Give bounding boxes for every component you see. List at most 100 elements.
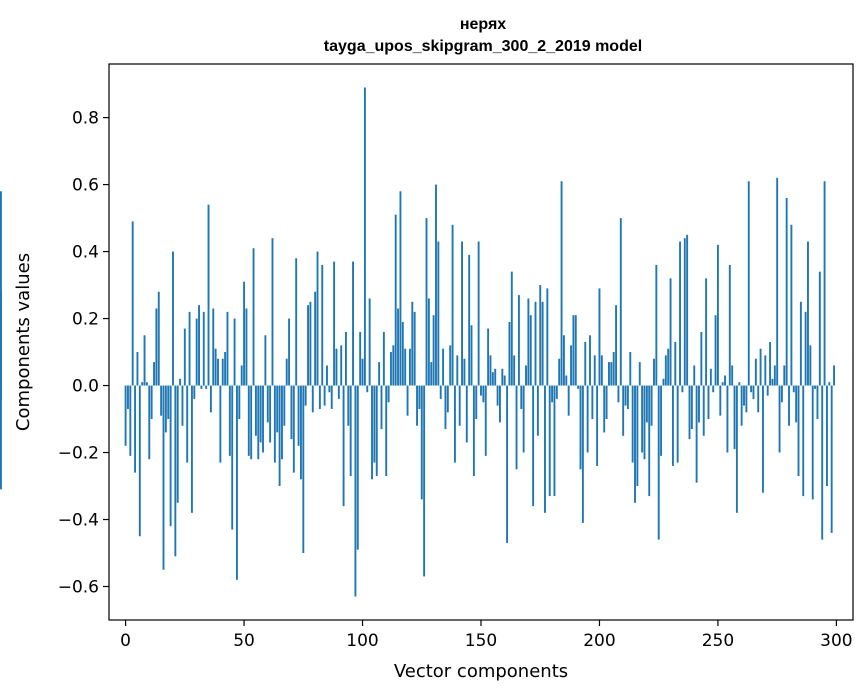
bar-128 [427, 298, 430, 386]
bar-60 [266, 385, 269, 423]
chart-title: неряx [460, 16, 506, 33]
bar-108 [380, 385, 383, 430]
bar-278 [783, 365, 786, 386]
bar-37 [212, 308, 215, 386]
bar-116 [399, 191, 402, 386]
bar-270 [764, 355, 767, 386]
bar-29 [193, 385, 196, 399]
bar-34 [205, 385, 208, 389]
bar-216 [636, 385, 639, 487]
bar-258 [735, 385, 738, 513]
bar-65 [278, 385, 281, 487]
bar-111 [387, 385, 390, 403]
bar-240 [693, 365, 696, 386]
bar-1 [127, 385, 129, 409]
bar-295 [823, 181, 826, 386]
bar-291 [814, 385, 817, 389]
bar-224 [655, 264, 658, 386]
bar-279 [785, 197, 788, 386]
bar-32 [200, 385, 203, 389]
bar-31 [198, 305, 200, 386]
bar-177 [544, 385, 546, 513]
bar-151 [482, 385, 485, 403]
y-tick-label: 0.0 [72, 377, 99, 397]
bar-269 [762, 385, 764, 493]
bar-170 [527, 298, 530, 386]
bar-134 [442, 348, 445, 386]
bar-213 [629, 352, 632, 386]
bar-184 [560, 181, 563, 386]
y-tick-label: 0.4 [72, 243, 99, 263]
bar-256 [731, 365, 734, 386]
x-tick-label: 100 [346, 631, 378, 651]
bar-217 [638, 362, 641, 386]
bar-23 [179, 378, 182, 386]
bar-18 [167, 385, 170, 420]
bar-72 [295, 258, 298, 386]
bar-181 [553, 385, 556, 497]
bar-35 [207, 204, 210, 386]
bar-180 [551, 385, 554, 403]
y-axis-ticks: −0.6 −0.4 −0.2 0.0 0.2 0.4 0.6 0.8 [58, 109, 109, 598]
bar-169 [525, 365, 527, 386]
bar-179 [548, 385, 551, 497]
bar-141 [458, 385, 461, 426]
bar-39 [217, 358, 219, 386]
bar-28 [190, 385, 193, 513]
bar-227 [662, 378, 665, 386]
bar-284 [797, 385, 800, 476]
bar-106 [375, 385, 378, 476]
bar-204 [608, 362, 610, 386]
bar-45 [231, 385, 234, 530]
bar-14 [157, 291, 160, 386]
bar-243 [700, 331, 703, 386]
bar-178 [546, 288, 549, 386]
bar-260 [740, 385, 743, 426]
bar-70 [290, 385, 293, 440]
bar-undefined [0, 345, 2, 386]
bar-33 [202, 311, 205, 386]
bar-211 [624, 385, 627, 406]
bar-166 [517, 295, 520, 386]
bar-8 [143, 335, 146, 386]
bar-292 [816, 385, 819, 420]
bar-77 [307, 305, 309, 386]
bar-25 [183, 328, 186, 386]
y-tick-label: 0.6 [72, 176, 99, 196]
bar-118 [404, 348, 407, 386]
bar-212 [626, 385, 629, 409]
bar-series [0, 87, 835, 597]
bar-192 [579, 385, 582, 470]
bar-133 [439, 385, 442, 399]
bar-272 [769, 342, 772, 386]
bar-49 [240, 365, 243, 386]
bar-262 [745, 385, 748, 413]
bar-203 [605, 385, 608, 420]
bar-294 [821, 385, 824, 540]
bar-197 [591, 385, 594, 420]
bar-2 [129, 385, 132, 456]
x-tick-label: 200 [583, 631, 615, 651]
bar-293 [818, 271, 821, 386]
bar-140 [456, 355, 459, 386]
bar-90 [337, 385, 340, 399]
bar-57 [259, 385, 262, 443]
bar-251 [719, 385, 722, 416]
bar-97 [354, 385, 357, 597]
bar-91 [340, 345, 343, 386]
bar-22 [176, 385, 179, 503]
y-axis-label: Components values [13, 253, 34, 431]
bar-24 [181, 385, 184, 426]
bar-191 [577, 385, 580, 389]
bar-55 [254, 385, 257, 436]
bar-297 [828, 382, 831, 386]
y-tick-label: 0.8 [72, 109, 99, 129]
bar-129 [430, 362, 433, 386]
bar-219 [643, 385, 646, 460]
bar-82 [318, 385, 321, 409]
bar-89 [335, 348, 338, 386]
bar-231 [671, 385, 674, 466]
x-axis-label: Vector components [394, 661, 568, 682]
bar-98 [356, 385, 359, 550]
bar-76 [304, 385, 307, 406]
